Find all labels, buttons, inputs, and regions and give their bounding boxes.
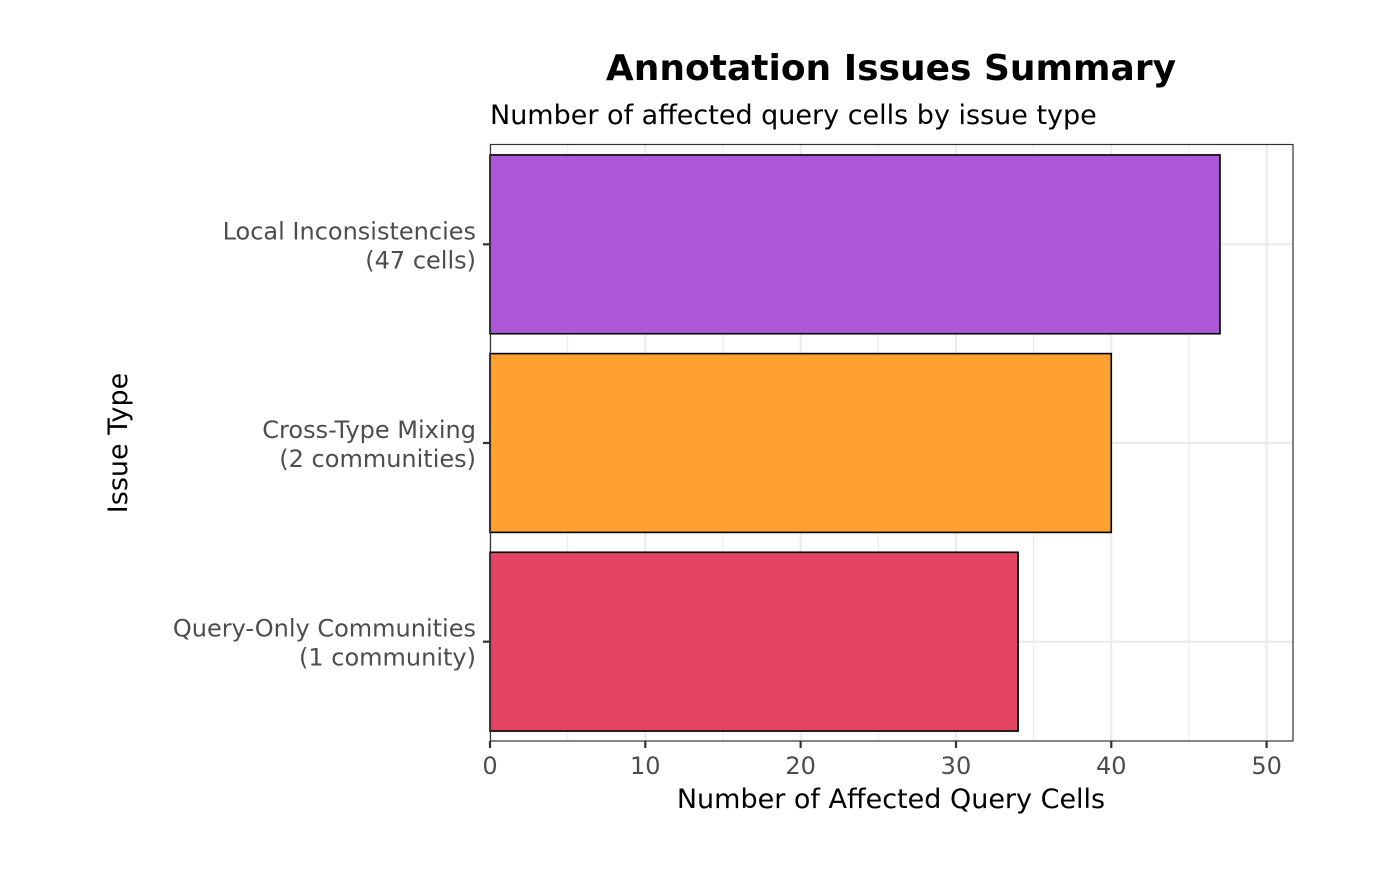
y-tick-label: Local Inconsistencies <box>223 217 476 245</box>
x-axis-title: Number of Affected Query Cells <box>677 784 1105 815</box>
bar <box>489 551 1019 732</box>
y-axis: Local Inconsistencies(47 cells) Cross-Typ… <box>173 217 490 672</box>
y-tick-label: (1 community) <box>299 644 476 672</box>
bar <box>489 352 1113 534</box>
x-tick-label: 30 <box>941 752 972 780</box>
x-tick-label: 0 <box>482 752 497 780</box>
bar <box>489 154 1221 335</box>
x-tick-label: 50 <box>1251 752 1282 780</box>
y-axis-title: Issue Type <box>103 373 134 513</box>
bars <box>489 154 1221 732</box>
y-tick-label: Cross-Type Mixing <box>262 416 476 444</box>
chart-title: Annotation Issues Summary <box>606 48 1176 89</box>
chart-subtitle: Number of affected query cells by issue … <box>490 100 1097 131</box>
y-tick-label: (47 cells) <box>365 246 476 274</box>
y-tick-label: (2 communities) <box>279 445 476 473</box>
x-tick-label: 40 <box>1096 752 1127 780</box>
y-tick-label: Query-Only Communities <box>173 615 476 643</box>
plot-panel-border <box>489 143 1294 742</box>
x-axis: 0 10 20 30 40 50 <box>482 741 1282 780</box>
x-tick-label: 10 <box>630 752 661 780</box>
x-tick-label: 20 <box>785 752 816 780</box>
